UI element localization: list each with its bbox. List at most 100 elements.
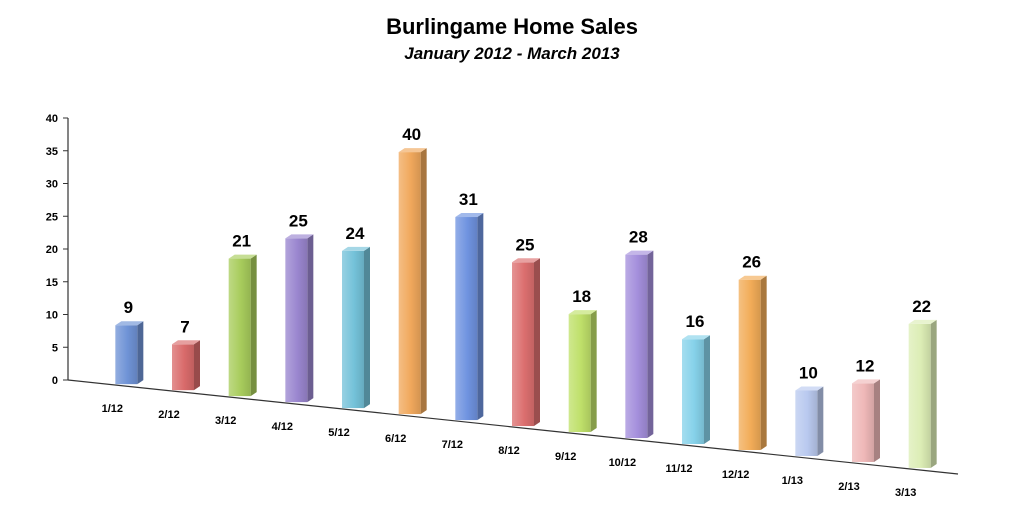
bar-side	[250, 254, 257, 397]
bar-side	[930, 319, 937, 468]
y-tick-label: 10	[46, 310, 58, 322]
bar-front	[285, 238, 308, 403]
x-tick-label: 3/13	[895, 487, 916, 499]
x-tick-label: 7/12	[442, 439, 463, 451]
bar-2/13	[852, 379, 880, 462]
bar-6/12	[398, 148, 427, 415]
x-tick-label: 9/12	[555, 451, 576, 463]
x-tick-label: 1/13	[782, 475, 803, 487]
x-tick-label: 8/12	[498, 445, 519, 457]
chart-subtitle: January 2012 - March 2013	[404, 44, 620, 63]
data-label: 25	[516, 235, 535, 254]
data-label: 40	[402, 125, 421, 144]
y-tick-label: 0	[52, 375, 58, 387]
bar-top	[172, 340, 200, 345]
bar-top	[682, 335, 710, 340]
y-tick-label: 40	[46, 113, 58, 125]
bar-top	[455, 213, 484, 218]
y-tick-label: 20	[46, 244, 58, 256]
bar-side	[194, 340, 200, 391]
x-tick-label: 3/12	[215, 415, 236, 427]
data-label: 16	[686, 312, 705, 331]
bar-front	[115, 325, 138, 385]
bar-side	[590, 310, 597, 433]
x-tick-label: 1/12	[102, 403, 123, 415]
bar-top	[625, 250, 654, 255]
data-label: 12	[856, 356, 875, 375]
x-tick-label: 10/12	[609, 457, 637, 469]
bar-1/12	[115, 321, 144, 385]
data-labels: 9 7 21 25 24 40 31 25 18 28 16 26 10 12 22	[124, 125, 932, 382]
bar-front	[852, 383, 874, 462]
data-label: 24	[346, 224, 365, 243]
data-label: 22	[912, 297, 931, 316]
bar-side	[817, 386, 824, 456]
bar-8/12	[512, 258, 540, 427]
data-label: 21	[232, 232, 251, 251]
bar-side	[534, 258, 540, 427]
x-tick-label: 12/12	[722, 469, 750, 481]
bar-front	[908, 323, 931, 468]
bar-7/12	[455, 213, 484, 421]
data-label: 7	[180, 317, 189, 336]
bar-front	[455, 217, 478, 421]
data-label: 25	[289, 211, 308, 230]
bar-top	[512, 258, 540, 263]
bar-top	[342, 246, 370, 251]
bar-top	[285, 234, 314, 239]
bar-3/13	[908, 319, 937, 468]
x-tick-label: 4/12	[272, 421, 293, 433]
data-label: 31	[459, 190, 478, 209]
y-tick-label: 35	[46, 146, 58, 158]
bar-12/12	[738, 275, 767, 450]
bar-9/12	[568, 310, 597, 433]
bar-side	[704, 335, 710, 445]
bar-side	[477, 213, 484, 421]
x-tick-label: 2/13	[838, 481, 859, 493]
x-tick-label: 2/12	[158, 409, 179, 421]
x-tick-label: 5/12	[328, 427, 349, 439]
bar-top	[908, 319, 937, 324]
bar-side	[364, 246, 370, 409]
y-tick-label: 5	[52, 342, 58, 354]
bar-front	[625, 254, 648, 439]
data-label: 10	[799, 363, 818, 382]
bar-top	[568, 310, 597, 315]
bar-11/12	[682, 335, 710, 445]
axes: 0 5 10 15 20 25 30 35 40 1/12 2/12 3/12 4/12 5/12 6/12…	[46, 113, 959, 499]
bar-side	[647, 250, 654, 439]
bar-front	[568, 314, 591, 433]
bar-10/12	[625, 250, 654, 439]
bar-front	[228, 258, 251, 397]
data-label: 18	[572, 287, 591, 306]
data-label: 26	[742, 253, 761, 272]
bar-3/12	[228, 254, 257, 397]
x-axis-line	[67, 379, 959, 475]
x-tick-label: 11/12	[666, 463, 693, 475]
bar-1/13	[795, 386, 824, 456]
x-tick-label: 6/12	[385, 433, 406, 445]
bar-side	[874, 379, 880, 462]
bar-front	[512, 262, 534, 427]
bar-side	[760, 275, 767, 450]
bar-top	[398, 148, 427, 153]
bar-top	[115, 321, 144, 326]
bar-2/12	[172, 340, 200, 391]
bar-top	[852, 379, 880, 384]
bar-front	[738, 279, 761, 450]
bar-front	[795, 390, 818, 456]
bar-5/12	[342, 246, 370, 409]
bar-side	[420, 148, 427, 415]
bar-4/12	[285, 234, 314, 403]
y-tick-label: 30	[46, 179, 58, 191]
bar-front	[682, 339, 704, 445]
y-tick-label: 15	[46, 277, 58, 289]
bar-side	[307, 234, 314, 403]
bars	[115, 148, 937, 468]
data-label: 9	[124, 298, 133, 317]
bar-top	[228, 254, 257, 259]
bar-front	[342, 250, 364, 409]
chart-title: Burlingame Home Sales	[386, 14, 638, 39]
bar-side	[137, 321, 144, 385]
